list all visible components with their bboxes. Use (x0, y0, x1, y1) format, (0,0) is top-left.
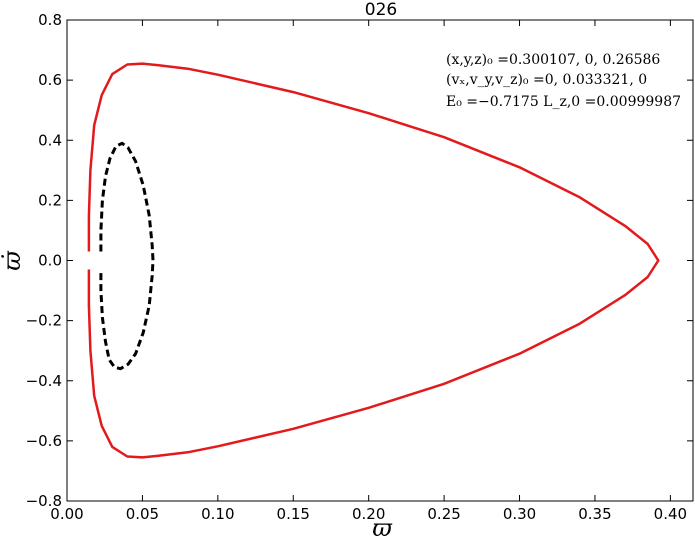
x-tick-label-4: 0.20 (352, 505, 385, 523)
plot-frame (66, 19, 694, 502)
x-tick-label-8: 0.40 (654, 505, 687, 523)
x-tick-label-7: 0.35 (578, 505, 611, 523)
y-tick-label-2: 0.4 (38, 131, 62, 149)
y-tick-label-7: −0.6 (26, 432, 62, 450)
y-axis-label: ϖ̇ (0, 250, 26, 271)
annotation-block: (x,y,z)₀ =0.300107, 0, 0.26586 (vₓ,v_y,v… (446, 52, 681, 110)
x-tick-label-1: 0.05 (126, 505, 159, 523)
x-tick-label-0: 0.00 (50, 505, 83, 523)
x-tick-label-6: 0.30 (503, 505, 536, 523)
chart-title: 026 (365, 0, 397, 20)
y-tick-label-3: 0.2 (38, 191, 62, 209)
tick-layer: 0.00 0.05 0.10 0.15 0.20 0.25 0.30 0.35 0.40 0.8 0… (26, 11, 693, 523)
y-tick-label-6: −0.4 (26, 372, 62, 390)
y-tick-label-4: 0.0 (38, 252, 62, 270)
annotation-initial-position: (x,y,z)₀ =0.300107, 0, 0.26586 (446, 52, 660, 68)
series-line-1 (99, 141, 155, 371)
annotation-energy-angular-momentum: E₀ =−0.7175 L_z,0 =0.00999987 (446, 94, 681, 110)
x-tick-label-5: 0.25 (427, 505, 460, 523)
y-tick-label-8: −0.8 (26, 492, 62, 510)
annotation-initial-velocity: (vₓ,v_y,v_z)₀ =0, 0.033321, 0 (446, 72, 647, 88)
series-layer (87, 62, 660, 459)
y-tick-label-1: 0.6 (38, 71, 62, 89)
y-tick-label-0: 0.8 (38, 11, 62, 29)
x-axis-label: ϖ (372, 514, 393, 539)
x-tick-label-3: 0.15 (277, 505, 310, 523)
x-tick-label-2: 0.10 (201, 505, 234, 523)
series-line-0 (87, 62, 660, 459)
y-tick-label-5: −0.2 (26, 312, 62, 330)
